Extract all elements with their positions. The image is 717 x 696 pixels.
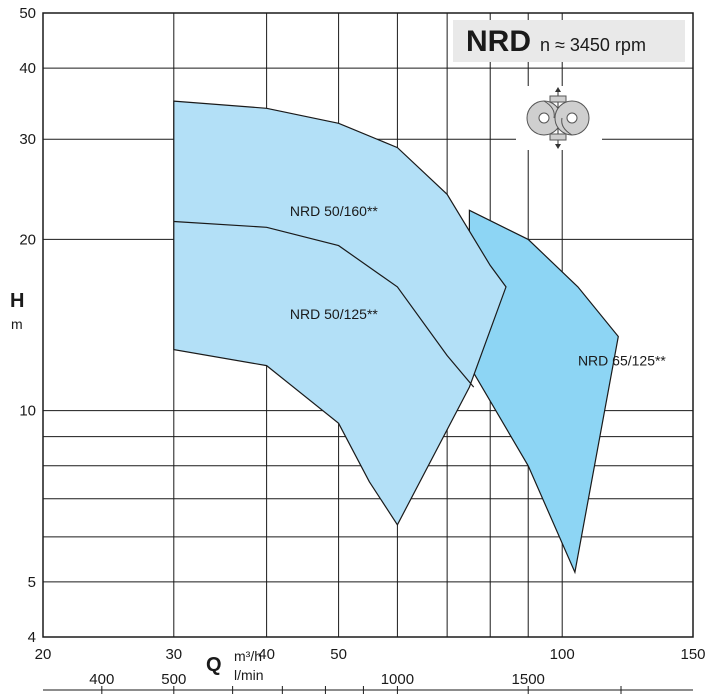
x-tick-label: 100 bbox=[550, 646, 575, 663]
x-tick-labels: 20 30 40 50 100 150 bbox=[35, 646, 706, 663]
region-labels: NRD 50/160** NRD 50/125** NRD 65/125** bbox=[290, 203, 666, 369]
x-tick-label: 30 bbox=[165, 646, 182, 663]
y-tick-label: 50 bbox=[19, 5, 36, 22]
x-axis-label: Q bbox=[206, 654, 222, 676]
region-nrd-50-160 bbox=[173, 100, 507, 526]
y-tick-label: 5 bbox=[28, 574, 36, 591]
chart-subtitle: n ≈ 3450 rpm bbox=[540, 35, 646, 55]
region-nrd-65-125 bbox=[468, 209, 619, 575]
x2-tick-labels: 400 500 1000 1500 bbox=[89, 671, 545, 688]
x-tick-label: 20 bbox=[35, 646, 52, 663]
y-tick-label: 40 bbox=[19, 60, 36, 77]
x-tick-label: 150 bbox=[680, 646, 705, 663]
y-tick-labels: 4 5 10 20 30 40 50 bbox=[19, 5, 36, 646]
x2-tick-label: 500 bbox=[161, 671, 186, 688]
x2-tick-label: 400 bbox=[89, 671, 114, 688]
x2-minor-ticks bbox=[101, 686, 622, 694]
region-nrd-50-125-curve bbox=[173, 220, 475, 388]
title-box bbox=[453, 20, 685, 62]
y-tick-label: 4 bbox=[28, 629, 36, 646]
x2-axis-unit: l/min bbox=[234, 667, 264, 683]
x-axis-unit: m³/h bbox=[234, 648, 262, 664]
y-tick-label: 30 bbox=[19, 131, 36, 148]
chart-title: NRD bbox=[466, 25, 531, 58]
x2-tick-label: 1500 bbox=[512, 671, 545, 688]
y-axis-unit: m bbox=[11, 316, 23, 332]
region-label-nrd-50-125: NRD 50/125** bbox=[290, 306, 378, 322]
y-axis-label: H bbox=[10, 290, 24, 312]
x-tick-label: 40 bbox=[258, 646, 275, 663]
y-tick-label: 20 bbox=[19, 231, 36, 248]
performance-regions bbox=[173, 100, 619, 575]
plot-frame bbox=[42, 12, 694, 638]
twin-impeller-pump-icon bbox=[516, 86, 602, 150]
y-tick-label: 10 bbox=[19, 403, 36, 420]
x2-tick-label: 1000 bbox=[381, 671, 414, 688]
region-label-nrd-50-160: NRD 50/160** bbox=[290, 203, 378, 219]
region-label-nrd-65-125: NRD 65/125** bbox=[578, 353, 666, 369]
x-tick-label: 50 bbox=[330, 646, 347, 663]
